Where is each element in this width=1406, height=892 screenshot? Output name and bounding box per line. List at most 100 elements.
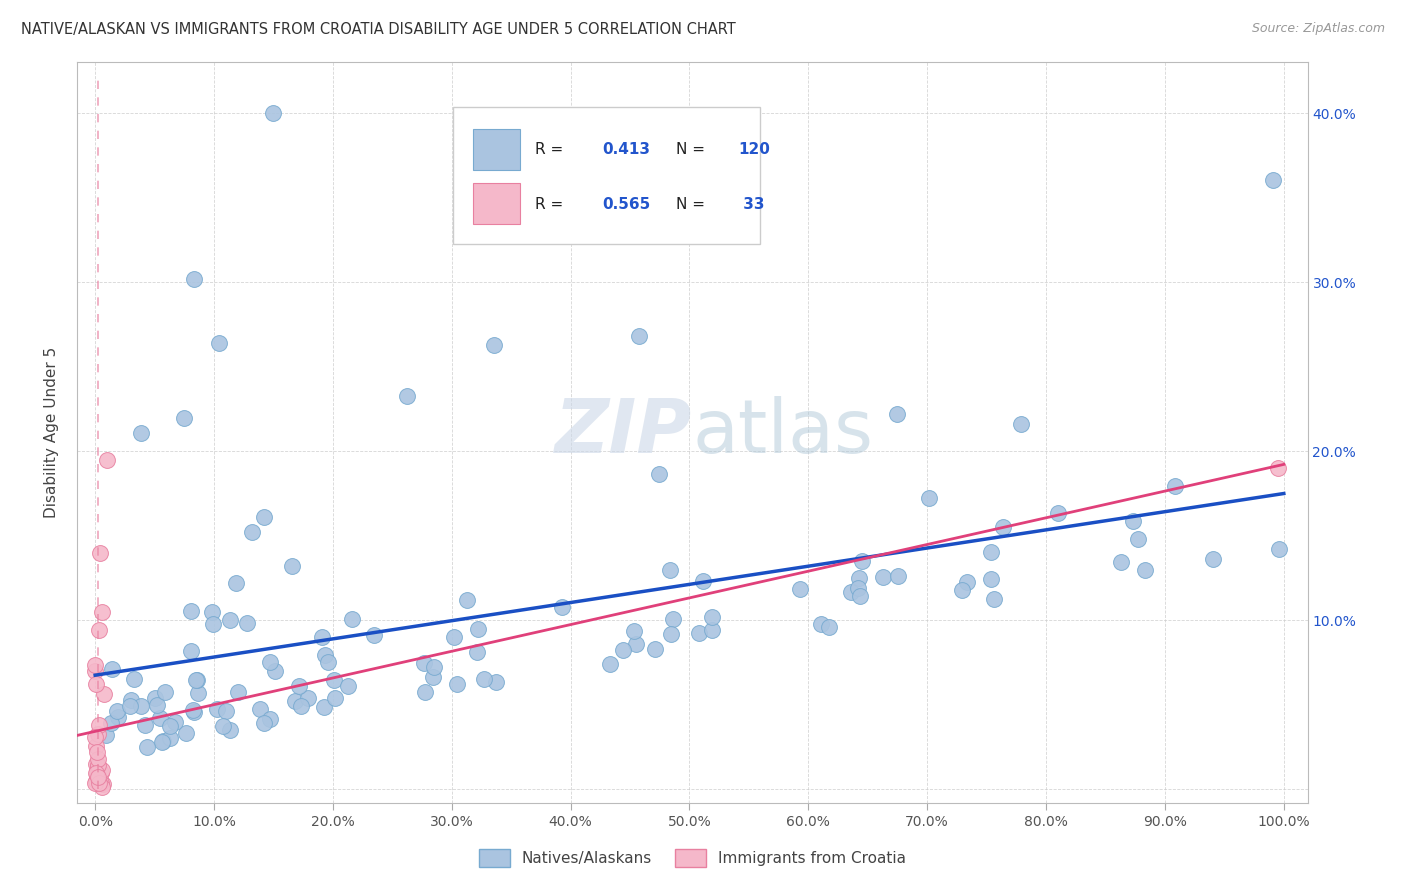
Legend: Natives/Alaskans, Immigrants from Croatia: Natives/Alaskans, Immigrants from Croati… [472,843,912,873]
Point [84,739,107,753]
Text: R =: R = [536,197,564,212]
Point [211,719,233,733]
Point [551,599,574,614]
Point [87,759,110,773]
Point [86,727,108,741]
Point [86,770,108,784]
Point [174,726,197,740]
Point [86,764,108,778]
Point [90,605,112,619]
Point [422,670,444,684]
Text: 120: 120 [738,143,770,157]
Point [94,728,117,742]
Point [86,745,108,759]
Point [134,717,156,731]
Point [240,524,263,539]
Point [472,672,495,686]
Point [950,582,973,597]
Point [443,630,465,644]
Point [259,712,281,726]
Point [284,694,307,708]
Point [152,734,174,748]
Point [143,691,166,706]
Point [183,272,205,286]
Point [181,703,204,717]
Point [983,592,1005,607]
Text: 33: 33 [738,197,765,212]
Point [84,657,107,672]
Point [87,770,110,784]
Point [412,656,434,670]
Point [183,705,205,719]
Point [100,715,122,730]
FancyBboxPatch shape [474,183,520,224]
Point [648,467,671,481]
Point [186,673,208,687]
Point [851,554,873,568]
Point [1268,542,1291,557]
Point [456,592,478,607]
Text: ZIP: ZIP [555,396,693,469]
Point [702,624,724,638]
Point [263,664,285,678]
Point [180,644,202,658]
Point [422,659,444,673]
Point [1046,506,1069,520]
Point [1261,173,1284,187]
Point [87,758,110,772]
Point [311,630,333,644]
Y-axis label: Disability Age Under 5: Disability Age Under 5 [44,347,59,518]
Point [312,699,335,714]
Point [337,679,360,693]
Point [87,623,110,637]
Point [90,766,112,780]
Point [849,589,872,603]
Point [180,604,202,618]
Point [90,776,112,790]
Point [173,411,195,425]
Point [101,662,124,676]
Point [90,780,112,794]
Point [165,715,187,730]
Point [86,766,108,780]
Text: Source: ZipAtlas.com: Source: ZipAtlas.com [1251,22,1385,36]
Text: 0.413: 0.413 [603,143,651,157]
Point [149,711,172,725]
Point [692,574,714,589]
Point [1201,552,1223,566]
Point [86,757,108,772]
Point [1267,461,1289,475]
Point [87,775,110,789]
Point [886,407,908,421]
Point [131,425,153,440]
Point [84,765,107,780]
Point [87,752,110,766]
Point [467,622,489,636]
Point [980,545,1002,559]
Point [956,575,979,590]
Point [810,617,832,632]
Point [159,731,181,746]
Point [225,575,247,590]
Point [252,716,274,731]
Point [993,520,1015,534]
Point [87,762,110,776]
Point [700,610,723,624]
Point [817,619,839,633]
Point [846,581,869,595]
Point [599,657,621,671]
Point [89,546,111,560]
Point [325,691,347,706]
Point [135,739,157,754]
Point [84,664,107,678]
Text: N =: N = [676,143,706,157]
Text: NATIVE/ALASKAN VS IMMIGRANTS FROM CROATIA DISABILITY AGE UNDER 5 CORRELATION CHA: NATIVE/ALASKAN VS IMMIGRANTS FROM CROATI… [21,22,735,37]
Point [484,338,506,352]
Point [91,777,114,791]
Point [848,571,870,585]
Point [107,710,129,724]
Point [659,627,682,641]
Point [323,673,346,687]
Point [129,698,152,713]
Point [465,645,488,659]
